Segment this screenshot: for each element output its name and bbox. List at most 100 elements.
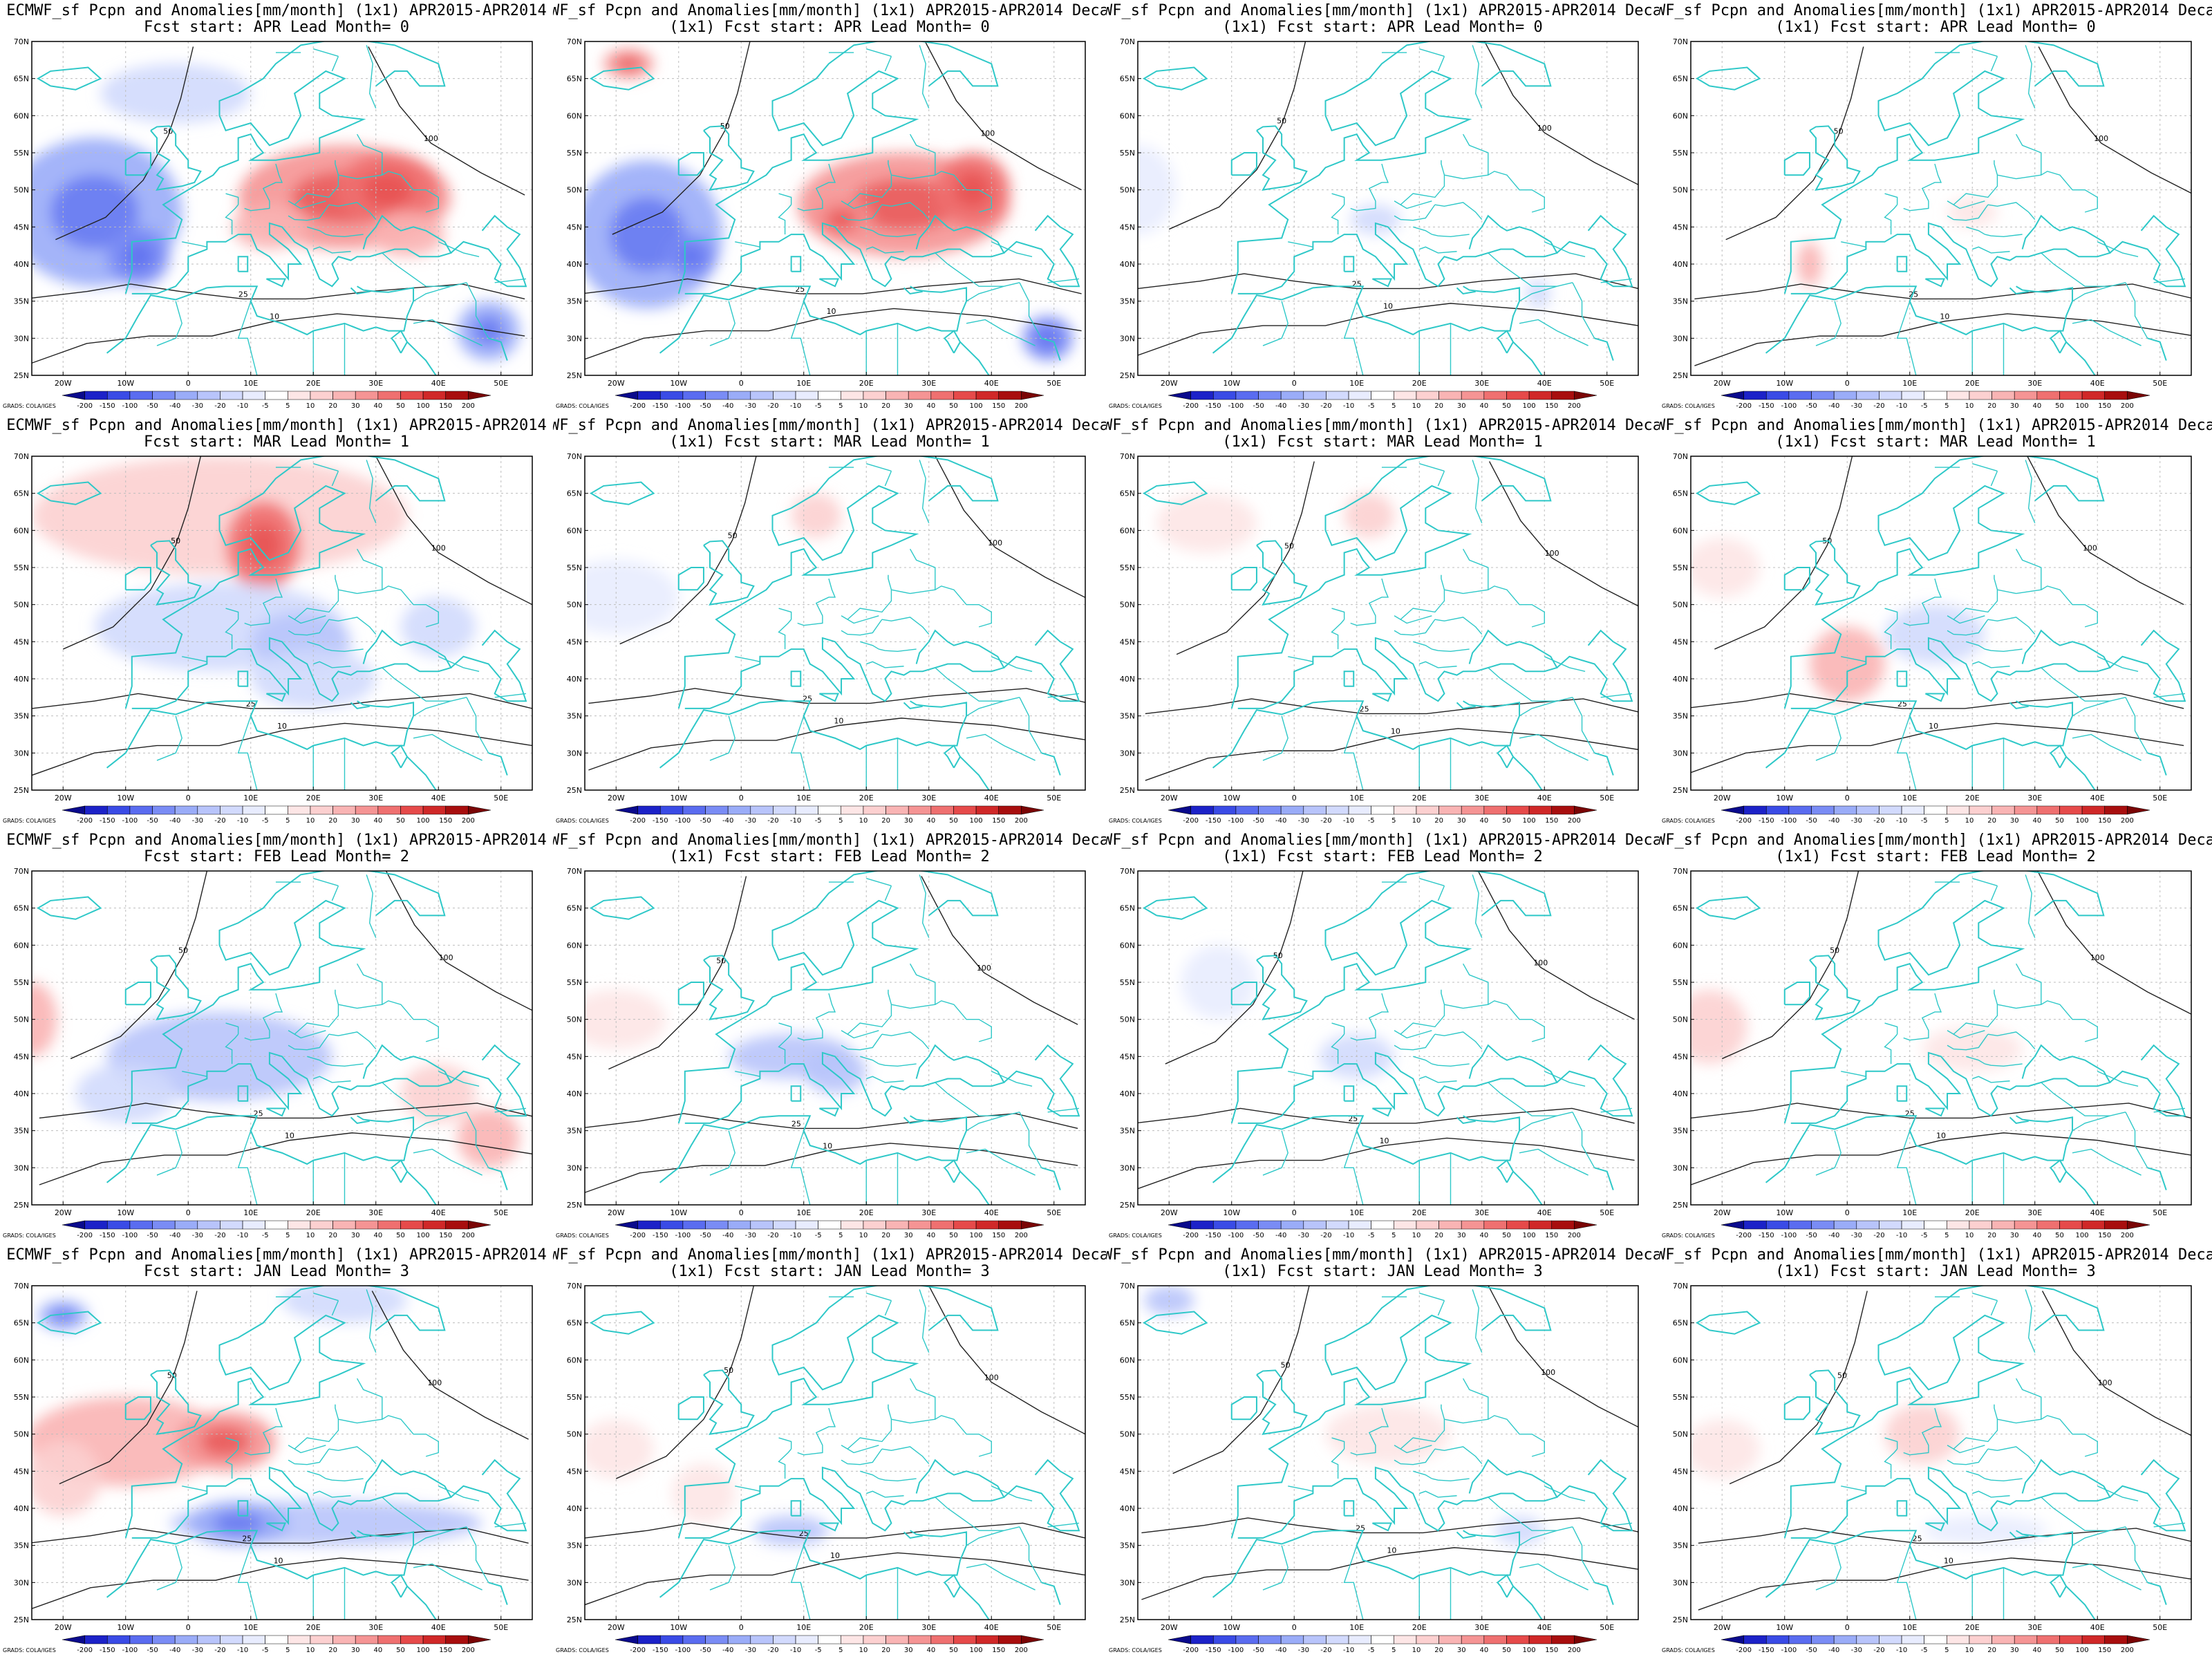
colorbar: -200 -150 -100 -50 -40 -30 -20 -10 -5 5 10 20 30 40 50… [1721,391,2150,410]
colorbar-swatch [1483,1220,1507,1230]
map-frame [31,870,533,1206]
colorbar-label: -5 [262,402,269,410]
colorbar: -200 -150 -100 -50 -40 -30 -20 -10 -5 5 10 20 30 40 50… [62,1220,491,1239]
contour-label: 25 [1356,1524,1365,1533]
panel-title: ECMWF_sf Pcpn and Anomalies[mm/month] (1… [6,417,546,434]
lat-tick-label: 25N [14,1201,29,1210]
lon-tick-label: 50E [494,379,508,388]
lat-tick-label: 40N [1120,1504,1135,1513]
colorbar-label: -30 [1851,402,1862,410]
lon-tick-label: 10E [1902,794,1917,803]
colorbar-swatch [1326,1635,1349,1644]
lon-tick-label: 10E [1902,1208,1917,1217]
lat-tick-label: 25N [1120,786,1135,795]
lat-tick-label: 70N [14,37,29,46]
lat-tick-label: 60N [1120,111,1135,120]
colorbar-swatch [220,1635,243,1644]
colorbar-swatch [975,1220,1000,1230]
lon-tick-label: 20E [1412,379,1427,388]
panel-subtitle: (1x1) Fcst start: FEB Lead Month= 2 [1775,848,2096,865]
colorbar-swatch [400,391,424,400]
lon-tick-label: 10W [117,1623,134,1632]
colorbar-label: -150 [100,1232,115,1239]
colorbar-swatch [265,391,288,400]
colorbar-swatch [1551,391,1575,400]
colorbar-swatch [377,805,401,815]
colorbar-swatch [1438,1220,1462,1230]
colorbar-swatch [1168,391,1191,400]
colorbar-swatch [841,391,864,400]
colorbar-swatch [2127,805,2150,815]
colorbar-label: -200 [77,402,93,410]
colorbar-swatch [1856,1635,1880,1644]
lon-tick-label: 20E [859,379,874,388]
colorbar: -200 -150 -100 -50 -40 -30 -20 -10 -5 5 10 20 30 40 50… [62,1635,491,1654]
country-borders [709,874,1080,1205]
colorbar-swatch [355,1220,379,1230]
colorbar-label: 10 [1965,1232,1974,1239]
colorbar-label: 5 [285,817,290,825]
colorbar-swatch [841,1635,864,1644]
colorbar-swatch [220,1220,243,1230]
colorbar-label: -200 [1183,1647,1199,1654]
country-borders [709,460,1080,790]
lat-tick-label: 45N [14,1052,29,1061]
lat-tick-label: 45N [1673,637,1688,646]
lon-tick-label: 10E [243,794,258,803]
colorbar-label: 50 [2055,1647,2064,1654]
lon-tick-label: 40E [1537,1623,1552,1632]
colorbar-swatch [2104,1220,2128,1230]
colorbar-label: 40 [2032,1232,2041,1239]
colorbar-swatch [818,805,841,815]
map-figure: ECMWF_sf Pcpn and Anomalies[mm/month] (1… [3,2,547,410]
contour-label: 25 [791,1119,801,1128]
lon-tick-label: 40E [984,794,999,803]
colorbar-swatch [863,391,886,400]
colorbar-label: 30 [351,817,360,825]
map-frame [1137,870,1639,1206]
climatology-contours [588,456,1085,771]
colorbar-swatch [2059,805,2083,815]
panel-subtitle: Fcst start: MAR Lead Month= 1 [144,433,409,451]
contour-label: 100 [977,964,991,973]
lon-tick-label: 10E [1902,379,1917,388]
map-panel: ECMWF_sf Pcpn and Anomalies[mm/month] (1… [553,0,1106,415]
colorbar-label: -20 [214,1232,225,1239]
climatology-contours [1138,871,1635,1190]
colorbar-swatch [908,805,932,815]
climatology-contours [585,1286,1085,1606]
colorbar-swatch [1021,805,1044,815]
colorbar-swatch [62,1220,85,1230]
colorbar-swatch [1969,1220,1992,1230]
lat-tick-label: 60N [1673,941,1688,950]
lat-tick-label: 30N [1673,1578,1688,1587]
colorbar-swatch [682,805,706,815]
colorbar-swatch [174,1220,198,1230]
colorbar-swatch [1506,1220,1530,1230]
colorbar-swatch [682,1220,706,1230]
colorbar-label: 5 [1944,817,1949,825]
contour-label: 50 [716,956,726,965]
colorbar-label: -200 [630,817,646,825]
colorbar-label: -50 [700,402,711,410]
colorbar-label: -30 [1298,402,1309,410]
colorbar-label: 150 [2098,1232,2111,1239]
lat-tick-label: 70N [1120,37,1135,46]
colorbar-label: 30 [2010,1232,2019,1239]
map-panel: ECMWF_sf Pcpn and Anomalies[mm/month] (1… [0,415,553,830]
colorbar-swatch [468,391,491,400]
lon-tick-label: 20E [1412,794,1427,803]
grads-credit: GRADS: COLA/IGES [556,1647,609,1653]
colorbar-label: -100 [1228,402,1244,410]
colorbar-swatch [1303,391,1327,400]
colorbar-swatch [795,805,818,815]
colorbar-label: -10 [1896,402,1907,410]
lat-tick-label: 25N [1673,371,1688,380]
colorbar-swatch [1190,1635,1214,1644]
lat-tick-label: 35N [567,1541,582,1550]
contour-label: 50 [724,1366,733,1375]
grads-credit: GRADS: COLA/IGES [556,403,609,409]
colorbar-label: -50 [1806,817,1817,825]
colorbar-swatch [1743,805,1767,815]
